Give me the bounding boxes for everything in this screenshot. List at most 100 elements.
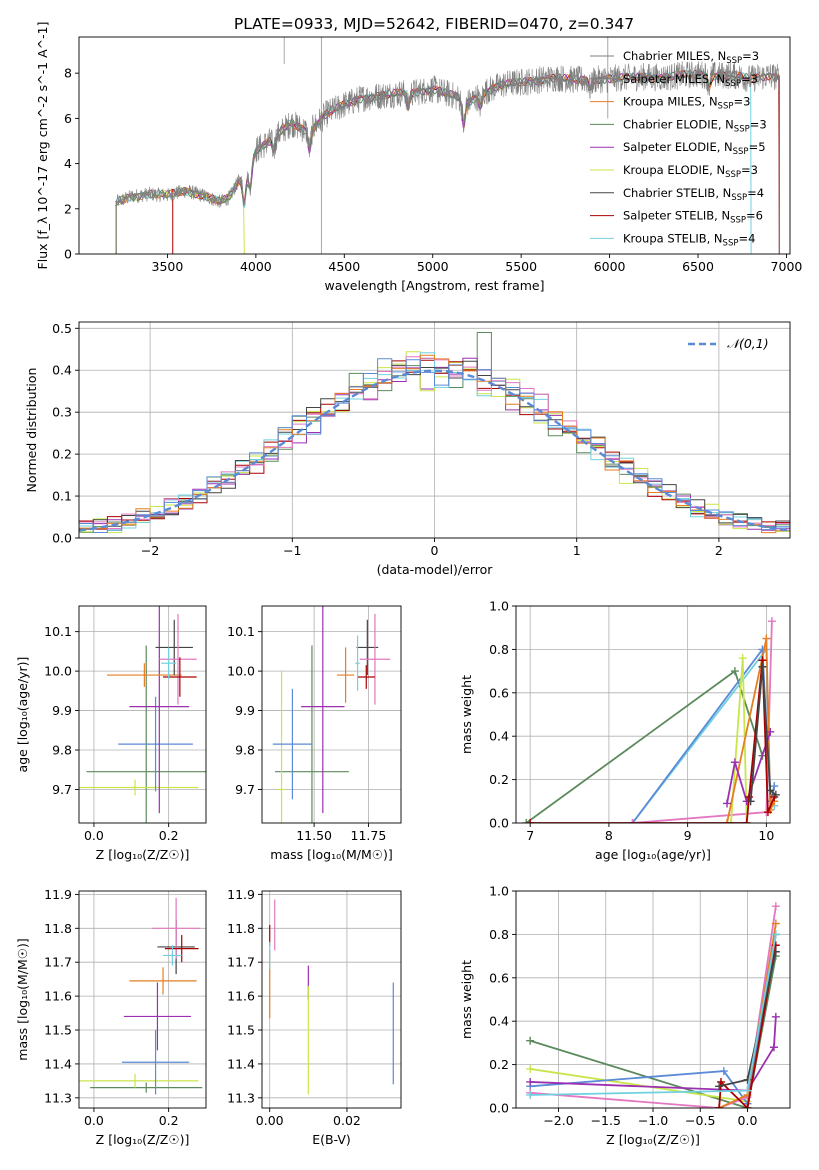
x-tick-label: 7 — [526, 828, 534, 843]
y-axis-label: mass weight — [459, 960, 474, 1039]
plot-area — [522, 617, 780, 823]
y-tick-label: 11.5 — [227, 1023, 255, 1038]
y-tick-label: 10.0 — [227, 664, 255, 679]
y-tick-label: 11.8 — [44, 921, 72, 936]
legend-entry: Chabrier STELIB, NSSP=4 — [590, 186, 764, 203]
x-tick-label: 3500 — [152, 259, 184, 274]
error-bar-point — [90, 1082, 203, 1093]
legend-entry: Chabrier ELODIE, NSSP=3 — [590, 117, 767, 134]
age-vs-mass-panel: 11.50 11.75 9.7 9.8 9.9 10.0 10.1 mass [log₁₀(M… — [227, 605, 402, 862]
age-vs-metallicity-panel: 0.0 0.2 9.7 9.8 9.9 10.0 10.1 Z [log₁₀(Z/Z☉)] ag… — [15, 605, 207, 862]
x-tick-label: 0.0 — [84, 828, 104, 843]
weight-vs-metallicity-panel: −2.0 −1.5 −1.0 −0.5 0.0 0.0 0.2 0.4 0.6 0.8 1.0 Z [… — [459, 884, 791, 1147]
y-tick-label: 11.6 — [227, 989, 255, 1004]
y-tick-label: 0.0 — [489, 1101, 509, 1116]
x-tick-label: 5500 — [505, 259, 537, 274]
x-tick-label: 11.75 — [351, 828, 387, 843]
x-tick-label: 0 — [431, 543, 439, 558]
y-tick-label: 1.0 — [489, 884, 509, 899]
x-tick-label: −0.5 — [685, 1113, 715, 1128]
weight-vs-age-panel: 7 8 9 10 0.0 0.2 0.4 0.6 0.8 1.0 age [log₁₀(age/yr… — [459, 599, 791, 862]
grid-lines — [262, 606, 401, 823]
y-tick-label: 11.4 — [227, 1056, 255, 1071]
grid-lines — [79, 606, 206, 823]
normal-distribution-curve — [79, 369, 790, 532]
y-axis-label: mass weight — [459, 675, 474, 754]
legend-label: Kroupa STELIB, NSSP=4 — [623, 231, 755, 248]
error-bar-point — [129, 606, 190, 814]
y-tick-label: 11.4 — [44, 1056, 72, 1071]
legend-entry: Salpeter STELIB, NSSP=6 — [590, 209, 763, 226]
x-tick-label: −2 — [141, 543, 159, 558]
error-bar-point — [161, 647, 177, 679]
x-tick-label: 11.50 — [296, 828, 332, 843]
y-tick-label: 11.6 — [44, 989, 72, 1004]
mass-vs-extinction-panel: 0.00 0.02 11.3 11.4 11.5 11.6 11.7 11.8 11.9 E(B-… — [227, 887, 402, 1147]
x-tick-label: 0.00 — [256, 1113, 284, 1128]
y-axis-label: Normed distribution — [24, 368, 39, 493]
y-tick-label: 0.8 — [489, 642, 509, 657]
y-tick-label: 1.0 — [489, 599, 509, 614]
y-tick-label: 11.7 — [44, 955, 72, 970]
y-axis-label: Flux [f_λ 10^-17 erg cm^-2 s^-1 A^-1] — [35, 22, 50, 270]
x-tick-label: 0.0 — [84, 1113, 104, 1128]
residual-histogram — [79, 358, 790, 533]
y-tick-label: 4 — [64, 156, 72, 171]
y-axis-label: age [log₁₀(age/yr)] — [15, 657, 30, 773]
weight-series-line — [746, 662, 780, 806]
legend-entry: Salpeter MILES, NSSP=3 — [590, 72, 758, 89]
x-tick-label: 1 — [573, 543, 581, 558]
y-tick-label: 11.3 — [44, 1090, 72, 1105]
x-tick-label: 4000 — [240, 259, 272, 274]
x-tick-label: 6000 — [594, 259, 626, 274]
error-bar-point — [79, 1074, 199, 1088]
legend-label: 𝒩(0,1) — [727, 336, 769, 351]
plot-area — [79, 606, 206, 823]
observed-spectrum-line — [115, 61, 780, 254]
axes-frame — [78, 36, 791, 255]
error-bar-point — [159, 613, 197, 705]
error-bar-point — [121, 1030, 190, 1095]
y-tick-label: 0.4 — [489, 729, 509, 744]
y-tick-label: 8 — [64, 66, 72, 81]
error-bar-point — [359, 613, 391, 705]
y-tick-label: 11.5 — [44, 1023, 72, 1038]
axes-frame — [261, 890, 402, 1109]
legend-label: Salpeter ELODIE, NSSP=5 — [623, 140, 766, 157]
y-tick-label: 11.3 — [227, 1090, 255, 1105]
axes-frame — [261, 605, 402, 824]
legend-label: Salpeter STELIB, NSSP=6 — [623, 209, 763, 226]
y-tick-label: 0 — [64, 247, 72, 262]
grid-lines — [262, 891, 401, 1108]
error-bar-point — [164, 935, 199, 963]
x-tick-label: −1.5 — [591, 1113, 621, 1128]
figure-title: PLATE=0933, MJD=52642, FIBERID=0470, z=0… — [234, 15, 634, 33]
y-tick-label: 2 — [64, 201, 72, 216]
y-tick-label: 0.3 — [52, 405, 72, 420]
y-tick-label: 10.1 — [227, 624, 255, 639]
x-tick-label: −2.0 — [543, 1113, 573, 1128]
y-axis-label: mass [log₁₀(M/M☉)] — [15, 938, 30, 1060]
y-tick-label: 0.4 — [52, 363, 72, 378]
error-bar-point — [301, 606, 345, 814]
x-axis-label: mass [log₁₀(M/M☉)] — [270, 847, 392, 862]
plot-area — [79, 897, 203, 1095]
y-tick-label: 0.8 — [489, 927, 509, 942]
legend-entry: Kroupa STELIB, NSSP=4 — [590, 231, 755, 248]
residuals-panel: −2 −1 0 1 2 0.0 0.1 0.2 0.3 0.4 0.5 (data-model)/er… — [24, 321, 791, 577]
y-tick-label: 0.6 — [489, 970, 509, 985]
y-tick-label: 9.7 — [52, 782, 72, 797]
legend-entry: Chabrier MILES, NSSP=3 — [590, 49, 759, 66]
y-tick-label: 0.6 — [489, 685, 509, 700]
x-tick-label: 8 — [605, 828, 613, 843]
weight-series-line — [526, 656, 779, 823]
x-axis-label: wavelength [Angstrom, rest frame] — [324, 278, 544, 293]
error-bar-point — [118, 696, 193, 792]
x-tick-label: 2 — [715, 543, 723, 558]
y-tick-label: 0.2 — [489, 1057, 509, 1072]
x-tick-label: 10 — [758, 828, 774, 843]
y-tick-label: 11.9 — [227, 887, 255, 902]
error-bar-point — [79, 779, 199, 796]
y-tick-label: 6 — [64, 111, 72, 126]
